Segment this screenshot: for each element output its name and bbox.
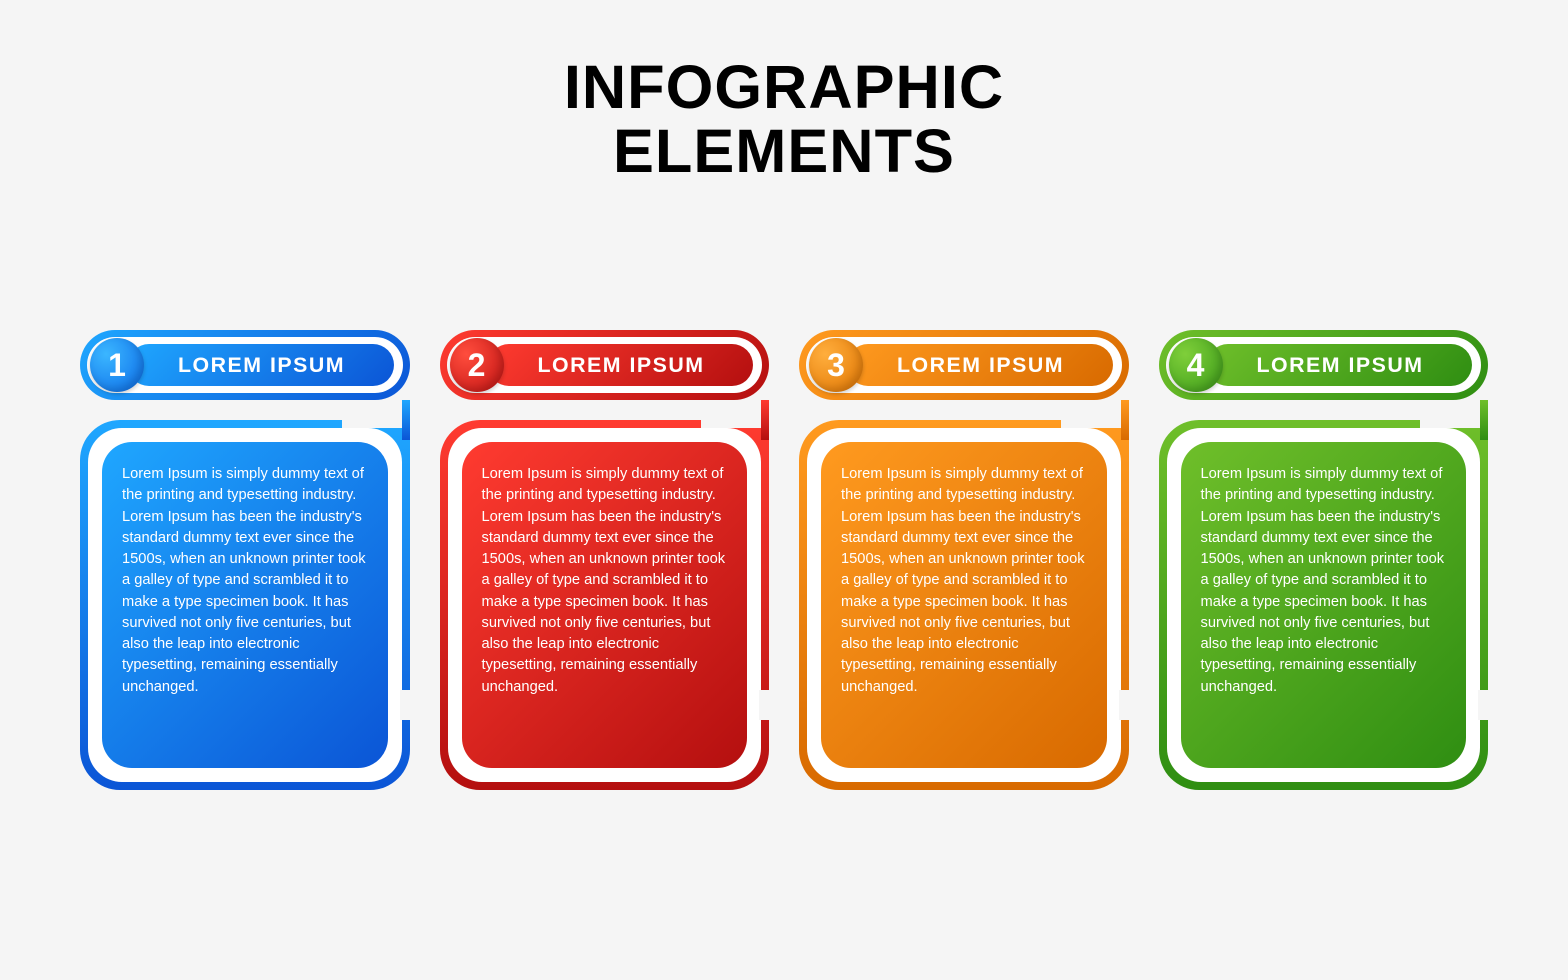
card-3-label: LOREM IPSUM [897,353,1064,378]
card-3-body-text: Lorem Ipsum is simply dummy text of the … [841,464,1087,698]
card-1-body: Lorem Ipsum is simply dummy text of the … [102,442,388,768]
card-1-number: 1 [108,347,126,384]
card-1-label: LOREM IPSUM [178,353,345,378]
card-2-label: LOREM IPSUM [538,353,705,378]
card-2-header-pill: LOREM IPSUM [488,344,754,386]
card-4-body: Lorem Ipsum is simply dummy text of the … [1181,442,1467,768]
card-1-frame-gap [400,690,412,720]
card-1: LOREM IPSUM 1 Lorem Ipsum is simply dumm… [80,330,410,790]
card-4-frame-gap [1478,690,1490,720]
card-4-label: LOREM IPSUM [1257,353,1424,378]
card-2-notch [701,400,761,428]
cards-row: LOREM IPSUM 1 Lorem Ipsum is simply dumm… [80,330,1488,790]
card-4-body-text: Lorem Ipsum is simply dummy text of the … [1201,464,1447,698]
card-2-number-badge: 2 [450,338,504,392]
card-3: LOREM IPSUM 3 Lorem Ipsum is simply dumm… [799,330,1129,790]
title-line-1: INFOGRAPHIC [0,55,1568,119]
card-3-number: 3 [827,347,845,384]
card-2-body: Lorem Ipsum is simply dummy text of the … [462,442,748,768]
card-1-header-pill: LOREM IPSUM [128,344,394,386]
card-2: LOREM IPSUM 2 Lorem Ipsum is simply dumm… [440,330,770,790]
card-4-header-pill: LOREM IPSUM [1207,344,1473,386]
card-4: LOREM IPSUM 4 Lorem Ipsum is simply dumm… [1159,330,1489,790]
card-2-frame-gap [759,690,771,720]
card-3-frame-gap [1119,690,1131,720]
card-4-number-badge: 4 [1169,338,1223,392]
card-4-number: 4 [1187,347,1205,384]
card-3-header-pill: LOREM IPSUM [847,344,1113,386]
card-3-body: Lorem Ipsum is simply dummy text of the … [821,442,1107,768]
card-2-number: 2 [468,347,486,384]
card-1-body-text: Lorem Ipsum is simply dummy text of the … [122,464,368,698]
card-3-notch [1061,400,1121,428]
card-4-notch [1420,400,1480,428]
title-line-2: ELEMENTS [0,119,1568,183]
card-1-notch [342,400,402,428]
card-3-number-badge: 3 [809,338,863,392]
card-2-body-text: Lorem Ipsum is simply dummy text of the … [482,464,728,698]
card-1-number-badge: 1 [90,338,144,392]
page-title: INFOGRAPHIC ELEMENTS [0,55,1568,184]
